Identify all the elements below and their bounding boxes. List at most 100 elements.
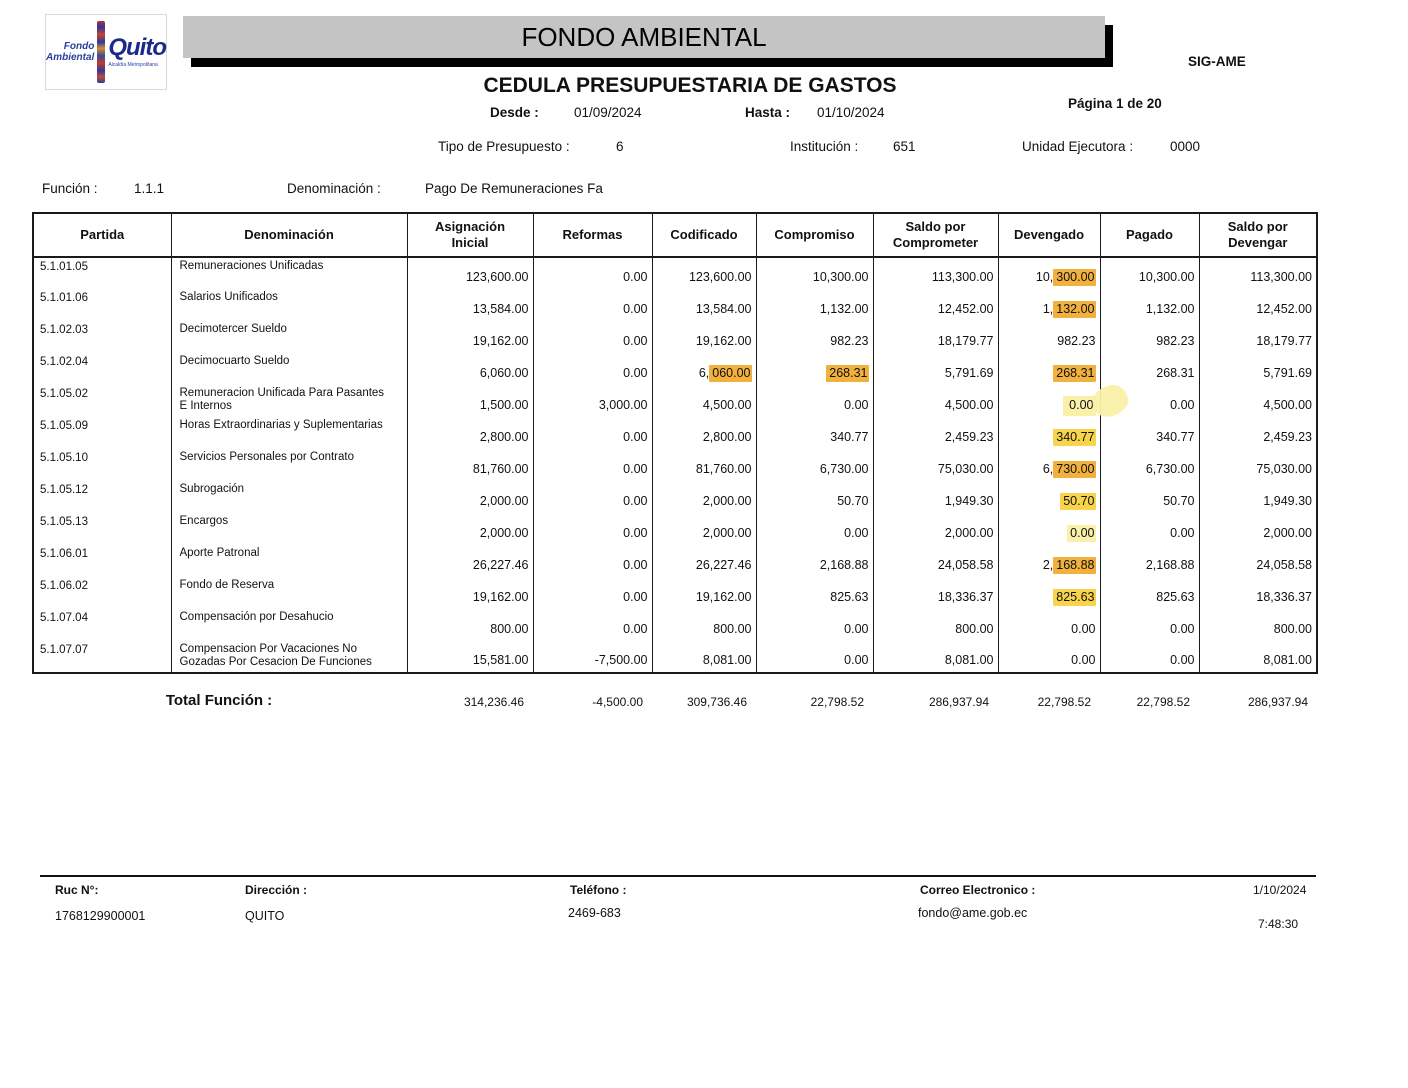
value-cell: 2,800.00	[651, 417, 757, 449]
value-cell: 0.00	[532, 257, 653, 289]
denominacion-cell: Fondo de Reserva	[170, 577, 408, 609]
footer-divider	[40, 875, 1316, 877]
value-cell: 24,058.58	[1198, 545, 1318, 577]
value-cell: 18,179.77	[1198, 321, 1318, 353]
total-value-cell: 314,236.46	[463, 695, 524, 709]
value-cell: 0.00	[755, 641, 874, 673]
tipo-presupuesto-label: Tipo de Presupuesto :	[438, 139, 570, 154]
value-cell: 0.00	[997, 513, 1101, 545]
funcion-value: 1.1.1	[134, 181, 165, 196]
partida-cell: 5.1.02.03	[32, 321, 172, 353]
denominacion-cell: Remuneraciones Unificadas	[170, 257, 408, 289]
value-cell: 13,584.00	[406, 289, 534, 321]
value-cell: 825.63	[997, 577, 1101, 609]
partida-cell: 5.1.01.06	[32, 289, 172, 321]
value-cell: 1,132.00	[997, 289, 1101, 321]
column-header: Compromiso	[755, 212, 874, 258]
logo-stripe-icon	[97, 21, 106, 83]
value-cell: 50.70	[755, 481, 874, 513]
value-cell: 0.00	[532, 289, 653, 321]
value-cell: 0.00	[755, 609, 874, 641]
value-cell: 0.00	[532, 481, 653, 513]
unidad-ejecutora-label: Unidad Ejecutora :	[1022, 139, 1134, 154]
highlight-mark: 0.00	[1067, 525, 1096, 542]
value-cell: 8,081.00	[1198, 641, 1318, 673]
print-time: 7:48:30	[1258, 917, 1299, 931]
institucion-value: 651	[893, 139, 916, 154]
value-cell: 2,800.00	[406, 417, 534, 449]
totals-row: Total Función : 314,236.46 -4,500.00 309,7…	[32, 686, 1316, 709]
value-cell: 113,300.00	[1198, 257, 1318, 289]
denominacion-value: Pago De Remuneraciones Fa	[425, 181, 603, 196]
value-cell: 0.00	[532, 609, 653, 641]
value-cell: 5,791.69	[872, 353, 999, 385]
highlight-mark: 0.00	[1063, 396, 1096, 416]
value-cell: 10,300.00	[755, 257, 874, 289]
value-cell: 18,179.77	[872, 321, 999, 353]
value-cell: 2,168.88	[997, 545, 1101, 577]
column-header: Asignación Inicial	[406, 212, 534, 258]
value-cell: 26,227.46	[406, 545, 534, 577]
unidad-ejecutora-value: 0000	[1170, 139, 1201, 154]
column-header: Denominación	[170, 212, 408, 258]
telefono-value: 2469-683	[568, 906, 621, 920]
budget-table: Partida Denominación Asignación Inicial Ref…	[32, 212, 1318, 674]
total-value-cell: -4,500.00	[592, 695, 643, 709]
value-cell: 1,132.00	[1099, 289, 1200, 321]
highlight-mark: 168.88	[1053, 557, 1096, 574]
value-cell: 340.77	[997, 417, 1101, 449]
desde-value: 01/09/2024	[574, 105, 642, 120]
partida-cell: 5.1.05.13	[32, 513, 172, 545]
denominacion-cell: Decimocuarto Sueldo	[170, 353, 408, 385]
value-cell: 2,000.00	[872, 513, 999, 545]
table-row: 5.1.01.05 Remuneraciones Unificadas 123,60…	[32, 257, 1318, 289]
value-cell: 2,000.00	[1198, 513, 1318, 545]
denominacion-cell: Servicios Personales por Contrato	[170, 449, 408, 481]
partida-cell: 5.1.01.05	[32, 257, 172, 289]
logo-quito-subtext: Alcaldía Metropolitana	[108, 62, 158, 68]
value-cell: 0.00	[997, 641, 1101, 673]
denominacion-cell: Horas Extraordinarias y Suplementarias	[170, 417, 408, 449]
direccion-value: QUITO	[245, 909, 285, 923]
value-cell: 800.00	[872, 609, 999, 641]
denominacion-label: Denominación :	[287, 181, 381, 196]
value-cell: 268.31	[755, 353, 874, 385]
table-row: 5.1.05.10 Servicios Personales por Contra…	[32, 449, 1318, 481]
hasta-value: 01/10/2024	[817, 105, 885, 120]
value-cell: 15,581.00	[406, 641, 534, 673]
value-cell: 2,000.00	[651, 481, 757, 513]
value-cell: 6,730.00	[997, 449, 1101, 481]
value-cell: 2,000.00	[406, 513, 534, 545]
partida-cell: 5.1.05.10	[32, 449, 172, 481]
partida-cell: 5.1.05.02	[32, 385, 172, 417]
table-row: 5.1.07.07 Compensacion Por Vacaciones No …	[32, 641, 1318, 673]
value-cell: 4,500.00	[1198, 385, 1318, 417]
highlight-mark: 300.00	[1053, 269, 1096, 286]
value-cell: 800.00	[651, 609, 757, 641]
total-value-cell: 22,798.52	[1037, 695, 1091, 709]
value-cell: 0.00	[532, 449, 653, 481]
logo-fondo-ambiental-text: Fondo Ambiental	[46, 41, 94, 64]
value-cell: 113,300.00	[872, 257, 999, 289]
value-cell: 0.00	[1099, 641, 1200, 673]
table-row: 5.1.06.02 Fondo de Reserva 19,162.00 0.00 19…	[32, 577, 1318, 609]
table-row: 5.1.02.04 Decimocuarto Sueldo 6,060.00 0.00…	[32, 353, 1318, 385]
value-cell: 825.63	[1099, 577, 1200, 609]
correo-label: Correo Electronico :	[920, 883, 1036, 897]
value-cell: 982.23	[755, 321, 874, 353]
value-cell: 0.00	[532, 513, 653, 545]
denominacion-cell: Decimotercer Sueldo	[170, 321, 408, 353]
table-row: 5.1.06.01 Aporte Patronal 26,227.46 0.00 26,…	[32, 545, 1318, 577]
denominacion-cell: Subrogación	[170, 481, 408, 513]
correo-value: fondo@ame.gob.ec	[918, 906, 1028, 920]
value-cell: 10,300.00	[1099, 257, 1200, 289]
logo-quito: Quito Alcaldía Metropolitana	[108, 36, 167, 69]
value-cell: 800.00	[1198, 609, 1318, 641]
value-cell: 4,500.00	[872, 385, 999, 417]
value-cell: 26,227.46	[651, 545, 757, 577]
value-cell: 0.00	[997, 385, 1101, 417]
value-cell: 1,132.00	[755, 289, 874, 321]
value-cell: 0.00	[532, 577, 653, 609]
direccion-label: Dirección :	[245, 883, 308, 897]
value-cell: 12,452.00	[1198, 289, 1318, 321]
